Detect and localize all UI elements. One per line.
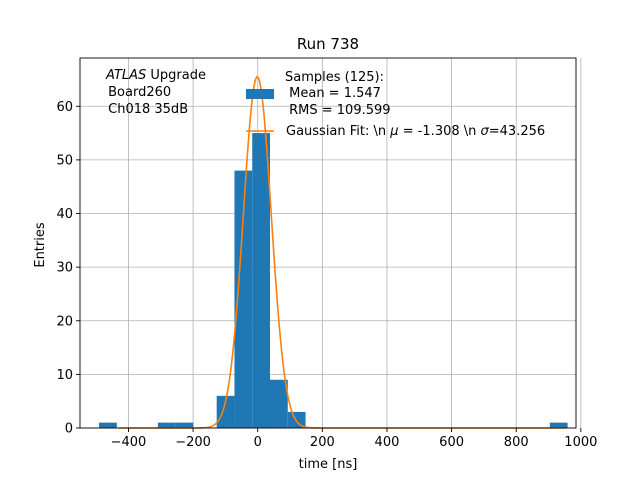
x-tick-label: −200 bbox=[175, 435, 211, 450]
y-tick-label: 30 bbox=[56, 261, 73, 276]
annotation-upgrade: Upgrade bbox=[146, 68, 206, 83]
svg-text:ATLAS Upgrade: ATLAS Upgrade bbox=[105, 68, 206, 83]
histogram-bar bbox=[216, 395, 235, 428]
y-tick-label: 20 bbox=[56, 314, 73, 329]
histogram-bar bbox=[175, 422, 194, 428]
annotation-atlas: ATLAS bbox=[105, 68, 146, 83]
plot-frame bbox=[79, 57, 577, 429]
y-tick-label: 10 bbox=[56, 368, 73, 383]
x-axis-label: time [ns] bbox=[299, 457, 358, 472]
legend-samples: Samples (125): bbox=[285, 70, 384, 85]
histogram-bar bbox=[157, 422, 176, 428]
y-tick-label: 40 bbox=[56, 207, 73, 222]
legend: Samples (125): Mean = 1.547 RMS = 109.59… bbox=[246, 70, 545, 139]
histogram-bar bbox=[252, 133, 270, 429]
grid-lines bbox=[80, 58, 582, 429]
histogram-bars bbox=[99, 133, 568, 429]
histogram-bar bbox=[234, 170, 253, 428]
x-tick-label: 400 bbox=[375, 435, 400, 450]
y-tick-label: 0 bbox=[65, 422, 73, 437]
histogram-bar bbox=[99, 422, 117, 428]
x-axis-ticks: −400 −200 0 200 400 600 800 1000 bbox=[111, 428, 597, 450]
y-axis-ticks: 0 10 20 30 40 50 60 bbox=[56, 100, 80, 437]
x-tick-label: 200 bbox=[310, 435, 335, 450]
x-tick-label: 600 bbox=[439, 435, 464, 450]
atlas-annotation: ATLAS Upgrade Board260 Ch018 35dB bbox=[104, 68, 206, 117]
annotation-channel: Ch018 35dB bbox=[104, 102, 188, 117]
x-tick-label: −400 bbox=[111, 435, 147, 450]
y-tick-label: 50 bbox=[56, 153, 73, 168]
annotation-board: Board260 bbox=[104, 85, 171, 100]
histogram-bar bbox=[549, 422, 568, 428]
legend-histogram-swatch bbox=[246, 89, 274, 99]
legend-rms: RMS = 109.599 bbox=[285, 103, 391, 118]
x-tick-label: 1000 bbox=[564, 435, 597, 450]
y-axis-label: Entries bbox=[33, 222, 48, 268]
x-tick-label: 0 bbox=[254, 435, 262, 450]
legend-mean: Mean = 1.547 bbox=[285, 86, 381, 101]
histogram-bar bbox=[269, 379, 288, 428]
y-tick-label: 60 bbox=[56, 100, 73, 115]
x-tick-label: 800 bbox=[504, 435, 529, 450]
legend-fit: Gaussian Fit: \n μ = -1.308 \n σ=43.256 bbox=[286, 124, 545, 139]
chart-title: Run 738 bbox=[297, 35, 359, 53]
